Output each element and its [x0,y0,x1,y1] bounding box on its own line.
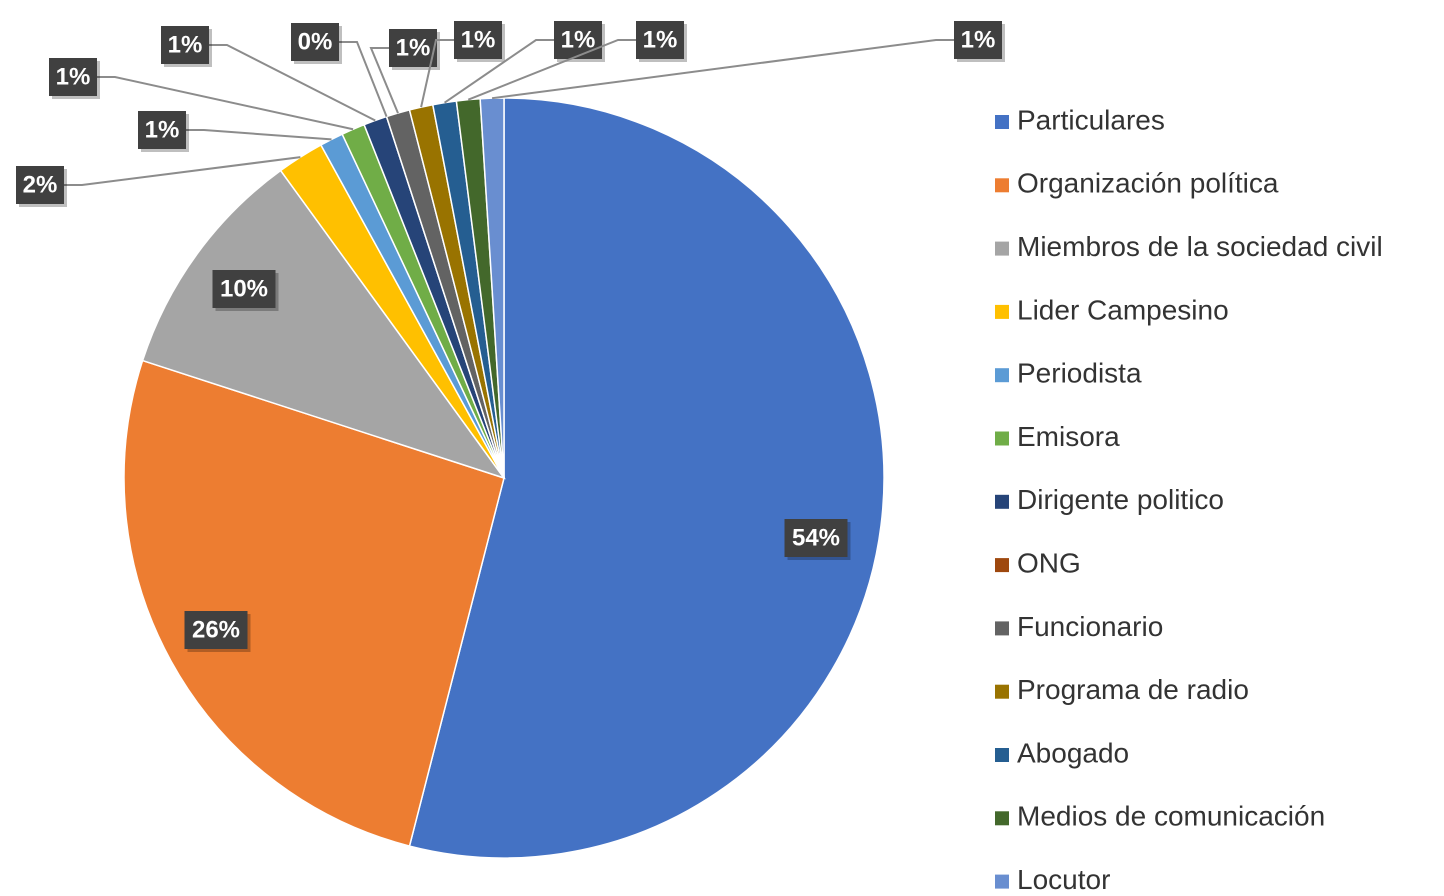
label-box [954,21,1002,59]
legend-label: Funcionario [1017,611,1163,642]
label-box [784,519,848,557]
legend-marker [995,494,1009,509]
label-box [212,270,276,308]
legend-marker [995,621,1009,636]
pie-slice [123,359,505,847]
legend-marker [995,874,1009,889]
legend-label: Emisora [1017,421,1120,452]
leader-line [443,39,554,104]
legend-marker [995,241,1009,256]
data-label: 1% [561,26,596,53]
pie-slice [141,169,506,480]
legend-label: Organización política [1017,168,1279,199]
legend-marker [995,115,1009,129]
leader-line [339,41,388,117]
legend-marker [995,811,1009,826]
leader-line [64,156,301,186]
legend-label: Miembros de la sociedad civil [1017,231,1383,262]
label-box [454,21,502,59]
legend-label: Medios de comunicación [1017,801,1325,832]
label-box [554,21,602,59]
label-box [138,111,186,149]
label-box [16,166,64,204]
legend-marker [995,748,1009,762]
data-label: 1% [643,26,678,53]
label-box [389,29,437,67]
data-label: 0% [298,28,333,55]
leader-line [369,47,399,114]
data-label: 1% [145,116,180,143]
pie-slice [408,97,885,859]
legend-label: ONG [1017,547,1081,578]
legend-label: Lider Campesino [1017,294,1229,325]
legend-label: Periodista [1017,358,1142,389]
label-box [49,58,97,96]
legend-marker [995,431,1009,446]
legend-marker [995,178,1009,193]
legend-label: Programa de radio [1017,674,1249,705]
legend-marker [995,684,1009,699]
leader-line [209,44,376,122]
label-box [184,611,248,649]
label-box [291,23,339,61]
legend-label: Dirigente politico [1017,484,1224,515]
leader-line [186,129,332,141]
legend-label: Particulares [1017,104,1165,135]
legend-marker [995,368,1009,383]
data-label: 1% [56,63,91,90]
leader-line [420,39,454,108]
data-label: 1% [461,26,496,53]
data-label: 54% [792,524,840,551]
data-label: 10% [220,275,268,302]
label-box [161,26,209,64]
data-label: 1% [168,31,203,58]
leader-line [491,39,954,100]
legend-marker [995,304,1009,319]
data-label: 2% [23,171,58,198]
leader-line [467,39,636,101]
legend-label: Abogado [1017,737,1129,768]
data-label: 1% [396,34,431,61]
legend-label: Locutor [1017,864,1110,895]
label-box [636,21,684,59]
legend-marker [995,558,1009,573]
leader-line [97,76,354,131]
data-label: 26% [192,616,240,643]
data-label: 1% [961,26,996,53]
